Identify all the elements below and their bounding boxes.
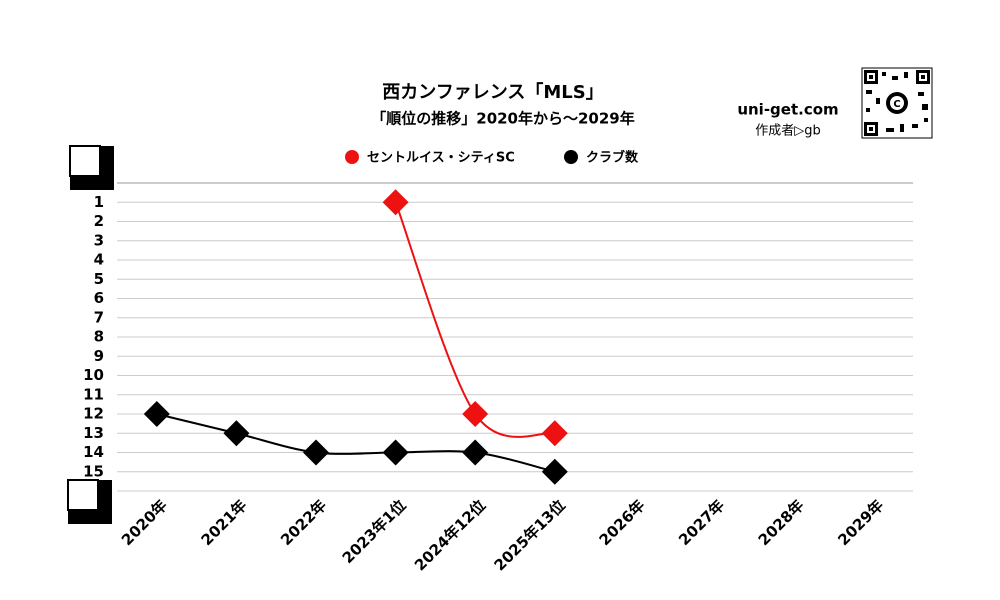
y-tick-label: 10	[83, 366, 104, 384]
data-marker	[143, 401, 170, 427]
series-line	[156, 413, 556, 473]
chart-title: 西カンファレンス「MLS」	[382, 81, 603, 103]
data-marker	[462, 439, 489, 466]
y-tick-label: 11	[83, 385, 104, 403]
y-tick-label: 12	[83, 405, 104, 423]
y-tick-label: 8	[94, 328, 104, 346]
y-tick-label: 2	[94, 212, 104, 230]
y-tick-label: 13	[83, 424, 104, 442]
y-tick-label: 7	[94, 308, 104, 326]
y-tick-label: 9	[94, 347, 104, 365]
data-marker	[541, 420, 568, 447]
data-marker	[382, 439, 409, 466]
y-tick-label: 1	[94, 193, 104, 211]
legend-label: セントルイス・シティSC	[367, 151, 515, 166]
qr-code: C	[861, 67, 933, 139]
legend-label: クラブ数	[586, 150, 639, 166]
data-marker	[303, 439, 329, 466]
corner-icon	[67, 479, 112, 524]
data-marker	[462, 401, 489, 427]
corner-icon	[69, 145, 114, 190]
y-tick-label: 15	[83, 462, 104, 480]
legend-marker	[564, 150, 578, 164]
chart-subtitle: 「順位の推移」2020年から～2029年	[371, 110, 635, 128]
author: 作成者▷gb	[755, 124, 821, 139]
data-marker	[223, 420, 250, 447]
y-tick-label: 14	[83, 443, 104, 461]
y-tick-label: 4	[94, 251, 104, 269]
data-marker	[382, 189, 409, 216]
legend-marker	[345, 150, 359, 164]
y-tick-label: 3	[94, 231, 104, 249]
svg-text:C: C	[893, 99, 900, 110]
y-tick-label: 6	[94, 289, 104, 307]
site-name: uni-get.com	[737, 101, 838, 119]
series-line	[394, 201, 556, 438]
data-marker	[541, 458, 568, 485]
y-tick-label: 5	[94, 270, 104, 288]
